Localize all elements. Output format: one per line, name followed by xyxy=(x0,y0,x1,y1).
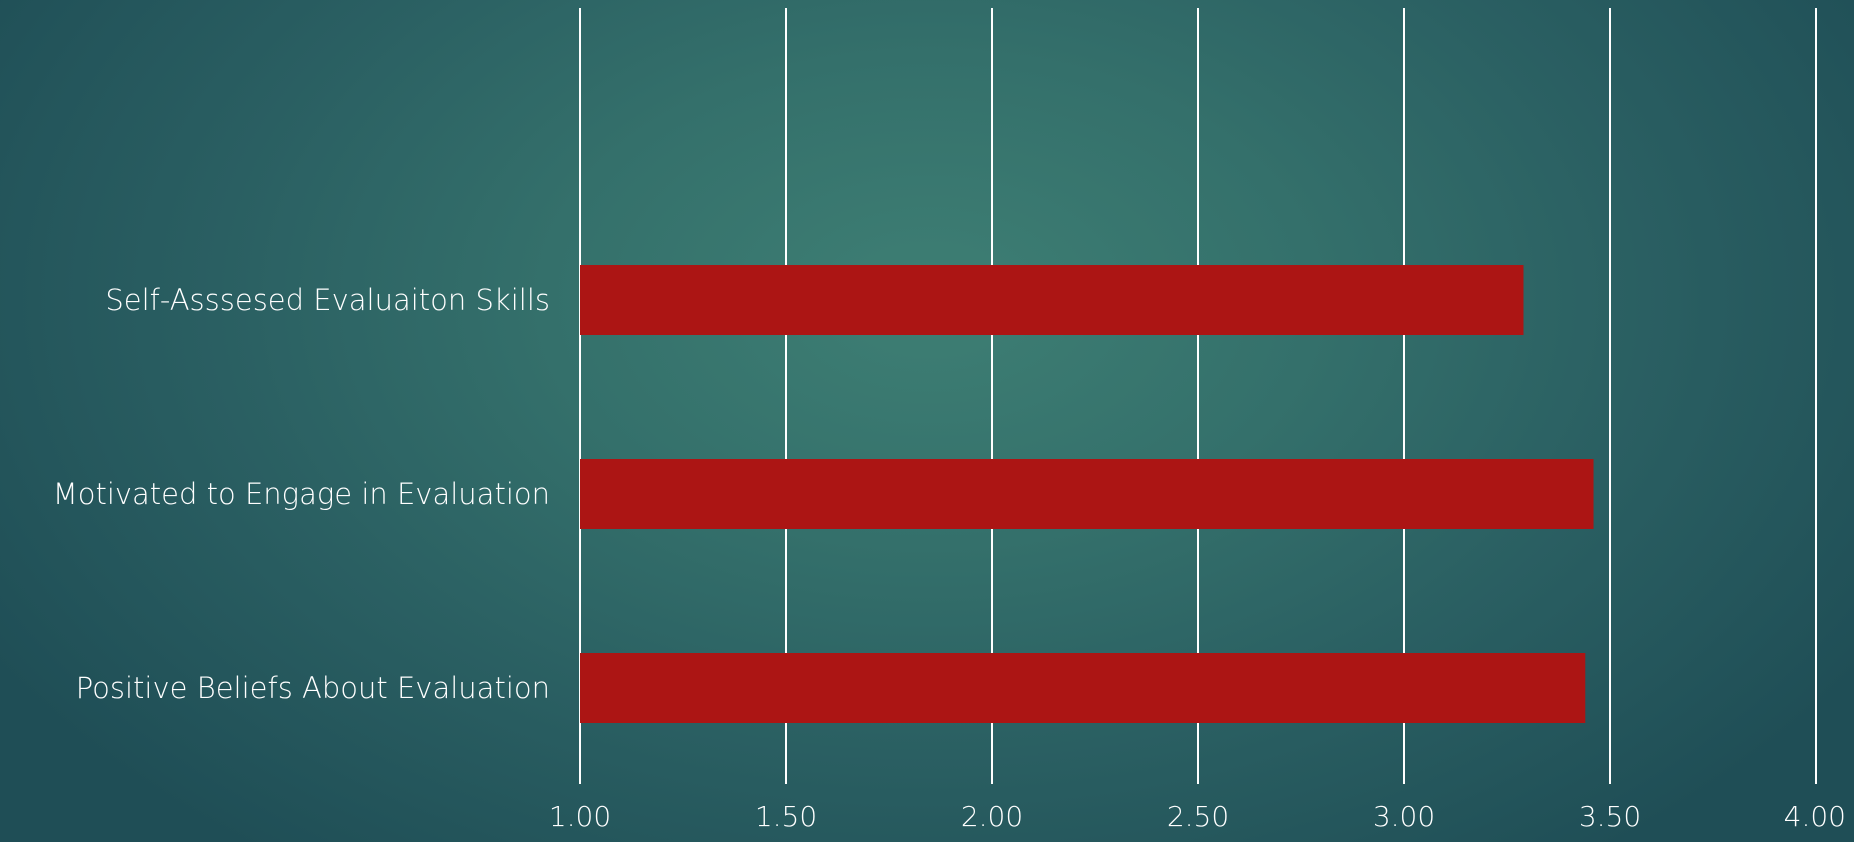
category-label: Self-Asssesed Evaluaiton Skills xyxy=(105,283,550,317)
bars xyxy=(580,265,1594,723)
gridlines xyxy=(579,8,1817,784)
tick-label: 3.50 xyxy=(1579,800,1641,833)
tick-label: 2.00 xyxy=(961,800,1023,833)
x-axis-tick-labels: 1.00 1.50 2.00 2.50 3.00 3.50 4.00 xyxy=(549,800,1846,833)
bar-2 xyxy=(580,653,1586,723)
tick-label: 1.00 xyxy=(549,800,611,833)
category-label: Positive Beliefs About Evaluation xyxy=(76,671,550,705)
category-label: Motivated to Engage in Evaluation xyxy=(53,477,550,511)
tick-label: 3.00 xyxy=(1373,800,1435,833)
tick-label: 2.50 xyxy=(1167,800,1229,833)
category-labels: Self-Asssesed Evaluaiton Skills Motivated… xyxy=(53,283,550,705)
tick-label: 4.00 xyxy=(1784,800,1846,833)
bar-1 xyxy=(580,459,1594,529)
tick-label: 1.50 xyxy=(755,800,817,833)
bar-0 xyxy=(580,265,1524,335)
